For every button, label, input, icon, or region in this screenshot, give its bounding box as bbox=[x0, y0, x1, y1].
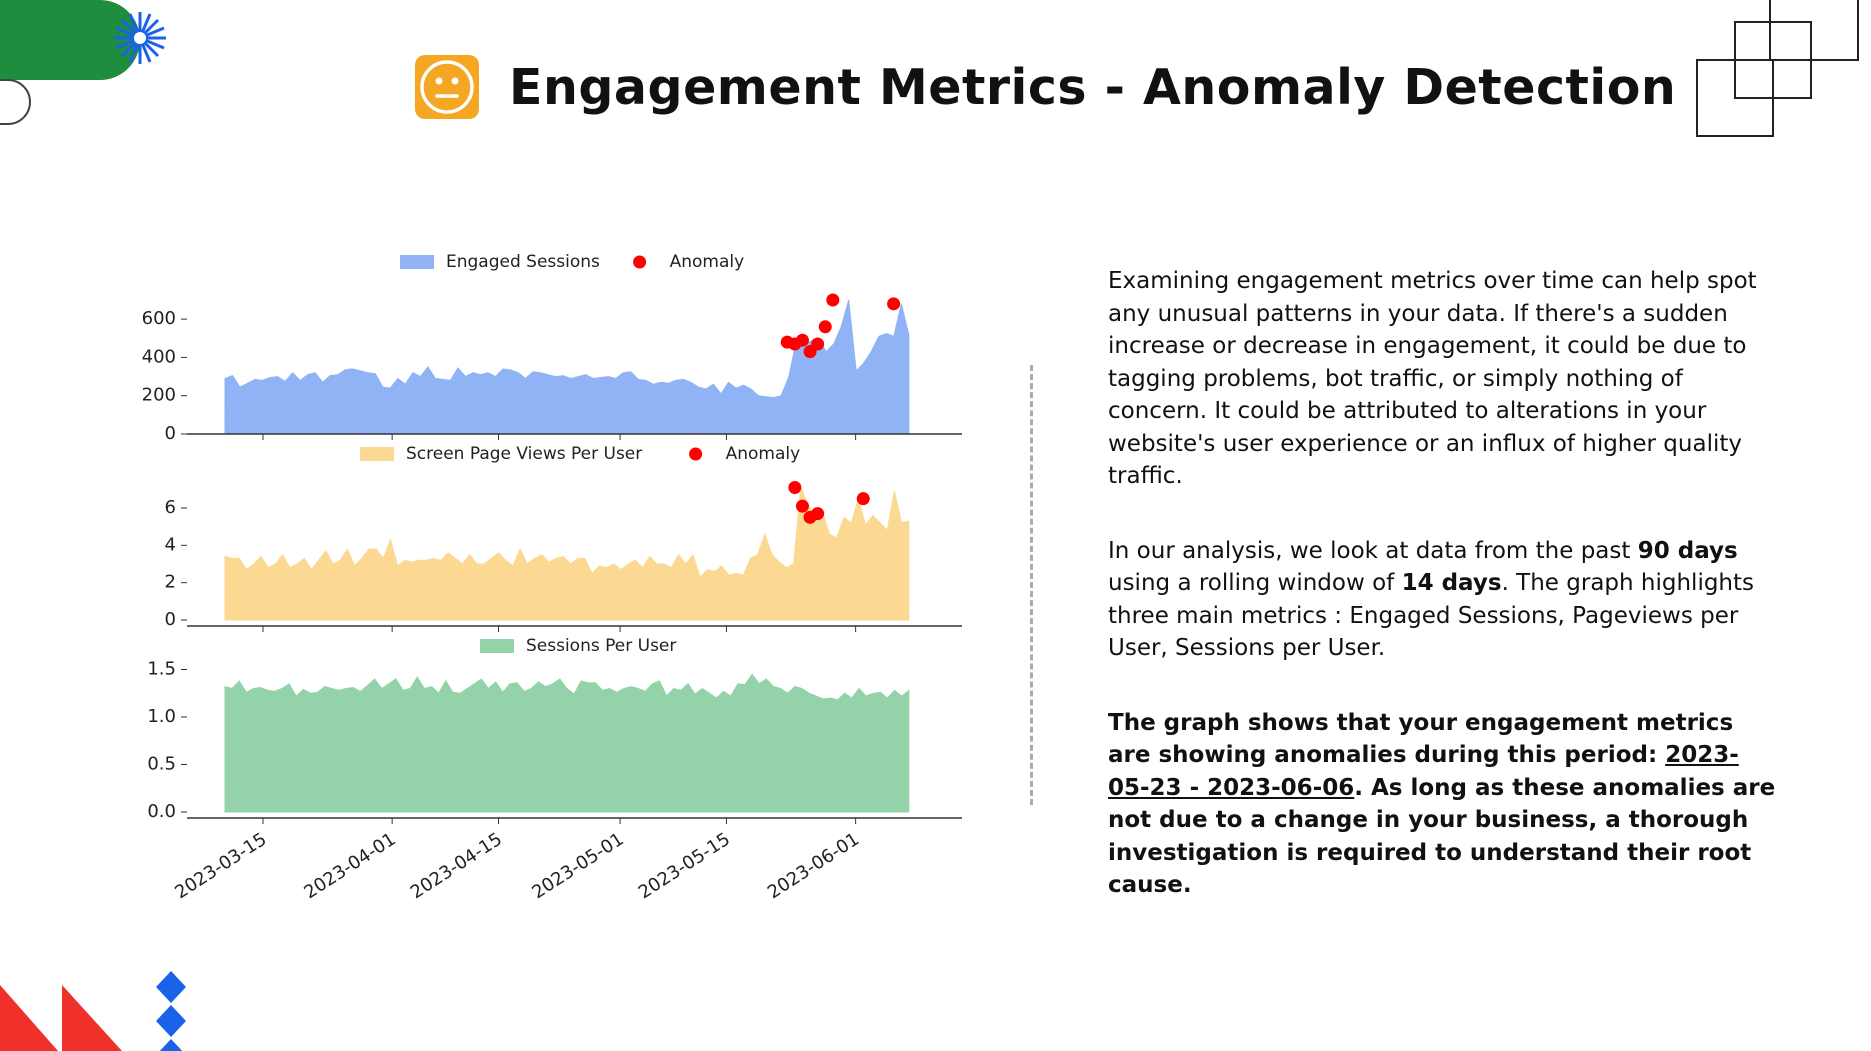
anomaly-point-2-0 bbox=[788, 480, 802, 494]
y-tick-label: 600 bbox=[142, 308, 176, 329]
anomaly-point-1-7 bbox=[887, 297, 901, 311]
red-triangle-shape bbox=[0, 985, 58, 1051]
series-area-2 bbox=[224, 487, 910, 621]
legend-anomaly-label: Anomaly bbox=[670, 252, 745, 272]
bottom-left-decoration bbox=[0, 971, 186, 1051]
conclusion-paragraph: The graph shows that your engagement met… bbox=[1108, 707, 1778, 902]
anomaly-point-1-5 bbox=[818, 320, 832, 334]
legend-label: Screen Page Views Per User bbox=[406, 444, 642, 464]
vertical-dashed-divider bbox=[1030, 365, 1033, 805]
legend-swatch-1 bbox=[400, 255, 434, 269]
blue-diamond-shape bbox=[156, 971, 186, 1003]
window-value: 14 days bbox=[1401, 570, 1502, 596]
engagement-chart: 0 200 400 600 Engaged Sessions Anomaly 0 2 4 6 Scr… bbox=[142, 252, 962, 900]
series-area-1 bbox=[224, 299, 910, 435]
burst-icon bbox=[114, 12, 166, 64]
x-tick-label: 2023-04-01 bbox=[300, 829, 399, 900]
analysis-paragraph: In our analysis, we look at data from th… bbox=[1108, 535, 1778, 665]
anomaly-point-1-6 bbox=[826, 293, 840, 307]
anomaly-point-1-4 bbox=[811, 337, 825, 351]
page-header: Engagement Metrics - Anomaly Detection bbox=[415, 52, 1676, 122]
legend-anomaly-marker bbox=[633, 255, 647, 269]
blue-diamond-shape-2 bbox=[156, 1005, 186, 1037]
legend-label: Engaged Sessions bbox=[446, 252, 600, 272]
x-tick-label: 2023-05-15 bbox=[635, 829, 734, 900]
y-tick-label: 1.5 bbox=[147, 659, 176, 680]
series-area-3 bbox=[224, 673, 910, 813]
y-tick-label: 0 bbox=[165, 609, 176, 630]
anomaly-point-2-1 bbox=[795, 499, 809, 513]
y-tick-label: 0 bbox=[165, 423, 176, 444]
conclusion-text-2: . As long as these anomalies are not due… bbox=[1108, 774, 1776, 899]
red-triangle-shape-2 bbox=[62, 985, 122, 1051]
x-tick-label: 2023-04-15 bbox=[407, 829, 506, 900]
y-tick-label: 0.0 bbox=[147, 801, 176, 822]
page-title: Engagement Metrics - Anomaly Detection bbox=[509, 58, 1677, 116]
legend-label: Sessions Per User bbox=[526, 636, 676, 656]
anomaly-point-2-3 bbox=[811, 507, 825, 521]
x-tick-label: 2023-03-15 bbox=[171, 829, 270, 900]
y-tick-label: 400 bbox=[142, 346, 176, 367]
intro-paragraph: Examining engagement metrics over time c… bbox=[1108, 268, 1757, 489]
x-tick-label: 2023-05-01 bbox=[528, 829, 627, 900]
description-panel: Examining engagement metrics over time c… bbox=[1108, 265, 1778, 902]
analysis-text-1: In our analysis, we look at data from th… bbox=[1108, 537, 1638, 564]
y-tick-label: 1.0 bbox=[147, 706, 176, 727]
legend-anomaly-label: Anomaly bbox=[726, 444, 801, 464]
neutral-face-icon bbox=[415, 55, 479, 119]
green-pill-shape bbox=[0, 0, 140, 80]
analysis-text-2: using a rolling window of bbox=[1108, 570, 1402, 596]
y-tick-label: 2 bbox=[165, 572, 176, 593]
y-tick-label: 4 bbox=[165, 534, 176, 555]
days-value: 90 days bbox=[1637, 537, 1738, 564]
legend-swatch-2 bbox=[360, 447, 394, 461]
top-left-decoration bbox=[0, 0, 166, 125]
legend-swatch-3 bbox=[480, 639, 514, 653]
analysis-text-3: . The graph highlights three main metric… bbox=[1108, 570, 1755, 661]
anomaly-point-2-4 bbox=[856, 492, 870, 506]
y-tick-label: 0.5 bbox=[147, 754, 176, 775]
anomaly-period: 2023-05-23 - 2023-06-06 bbox=[1108, 742, 1739, 801]
conclusion-text-1: The graph shows that your engagement met… bbox=[1108, 709, 1734, 769]
y-tick-label: 200 bbox=[142, 385, 176, 406]
outline-arc-shape bbox=[0, 79, 32, 125]
top-right-squares-decoration bbox=[1696, 0, 1859, 137]
anomaly-point-1-2 bbox=[795, 333, 809, 347]
y-tick-label: 6 bbox=[165, 497, 176, 518]
x-tick-label: 2023-06-01 bbox=[764, 829, 863, 900]
legend-anomaly-marker bbox=[689, 447, 703, 461]
blue-diamond-shape-3 bbox=[159, 1039, 183, 1051]
